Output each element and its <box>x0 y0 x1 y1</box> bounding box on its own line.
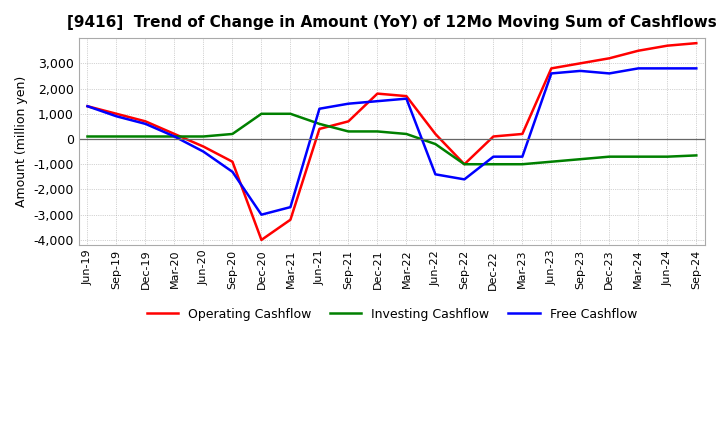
Operating Cashflow <box>170 131 179 136</box>
Operating Cashflow <box>576 61 585 66</box>
Operating Cashflow <box>402 93 410 99</box>
Investing Cashflow <box>634 154 643 159</box>
Investing Cashflow <box>286 111 294 117</box>
Investing Cashflow <box>112 134 121 139</box>
Investing Cashflow <box>344 129 353 134</box>
Free Cashflow <box>228 169 237 174</box>
Free Cashflow <box>84 103 92 109</box>
Investing Cashflow <box>692 153 701 158</box>
Investing Cashflow <box>663 154 672 159</box>
Investing Cashflow <box>576 157 585 162</box>
Line: Operating Cashflow: Operating Cashflow <box>88 43 696 240</box>
Free Cashflow <box>460 177 469 182</box>
Free Cashflow <box>634 66 643 71</box>
Y-axis label: Amount (million yen): Amount (million yen) <box>15 76 28 207</box>
Operating Cashflow <box>112 111 121 117</box>
Title: [9416]  Trend of Change in Amount (YoY) of 12Mo Moving Sum of Cashflows: [9416] Trend of Change in Amount (YoY) o… <box>67 15 717 30</box>
Operating Cashflow <box>199 144 208 149</box>
Investing Cashflow <box>402 131 410 136</box>
Free Cashflow <box>663 66 672 71</box>
Free Cashflow <box>344 101 353 106</box>
Operating Cashflow <box>547 66 556 71</box>
Investing Cashflow <box>228 131 237 136</box>
Operating Cashflow <box>141 119 150 124</box>
Operating Cashflow <box>257 237 266 242</box>
Investing Cashflow <box>199 134 208 139</box>
Free Cashflow <box>402 96 410 101</box>
Investing Cashflow <box>605 154 613 159</box>
Line: Free Cashflow: Free Cashflow <box>88 68 696 215</box>
Free Cashflow <box>692 66 701 71</box>
Operating Cashflow <box>489 134 498 139</box>
Operating Cashflow <box>286 217 294 222</box>
Investing Cashflow <box>373 129 382 134</box>
Legend: Operating Cashflow, Investing Cashflow, Free Cashflow: Operating Cashflow, Investing Cashflow, … <box>142 303 642 326</box>
Operating Cashflow <box>84 103 92 109</box>
Free Cashflow <box>605 71 613 76</box>
Operating Cashflow <box>315 126 324 132</box>
Operating Cashflow <box>344 119 353 124</box>
Free Cashflow <box>373 99 382 104</box>
Investing Cashflow <box>431 141 440 147</box>
Free Cashflow <box>257 212 266 217</box>
Investing Cashflow <box>518 161 526 167</box>
Free Cashflow <box>576 68 585 73</box>
Investing Cashflow <box>547 159 556 165</box>
Operating Cashflow <box>663 43 672 48</box>
Operating Cashflow <box>460 161 469 167</box>
Free Cashflow <box>112 114 121 119</box>
Free Cashflow <box>170 134 179 139</box>
Free Cashflow <box>489 154 498 159</box>
Investing Cashflow <box>315 121 324 127</box>
Free Cashflow <box>518 154 526 159</box>
Free Cashflow <box>286 205 294 210</box>
Investing Cashflow <box>170 134 179 139</box>
Operating Cashflow <box>431 131 440 136</box>
Investing Cashflow <box>257 111 266 117</box>
Operating Cashflow <box>373 91 382 96</box>
Free Cashflow <box>141 121 150 127</box>
Investing Cashflow <box>84 134 92 139</box>
Operating Cashflow <box>518 131 526 136</box>
Operating Cashflow <box>228 159 237 165</box>
Investing Cashflow <box>460 161 469 167</box>
Free Cashflow <box>431 172 440 177</box>
Investing Cashflow <box>489 161 498 167</box>
Operating Cashflow <box>634 48 643 53</box>
Free Cashflow <box>547 71 556 76</box>
Investing Cashflow <box>141 134 150 139</box>
Line: Investing Cashflow: Investing Cashflow <box>88 114 696 164</box>
Operating Cashflow <box>605 55 613 61</box>
Operating Cashflow <box>692 40 701 46</box>
Free Cashflow <box>315 106 324 111</box>
Free Cashflow <box>199 149 208 154</box>
